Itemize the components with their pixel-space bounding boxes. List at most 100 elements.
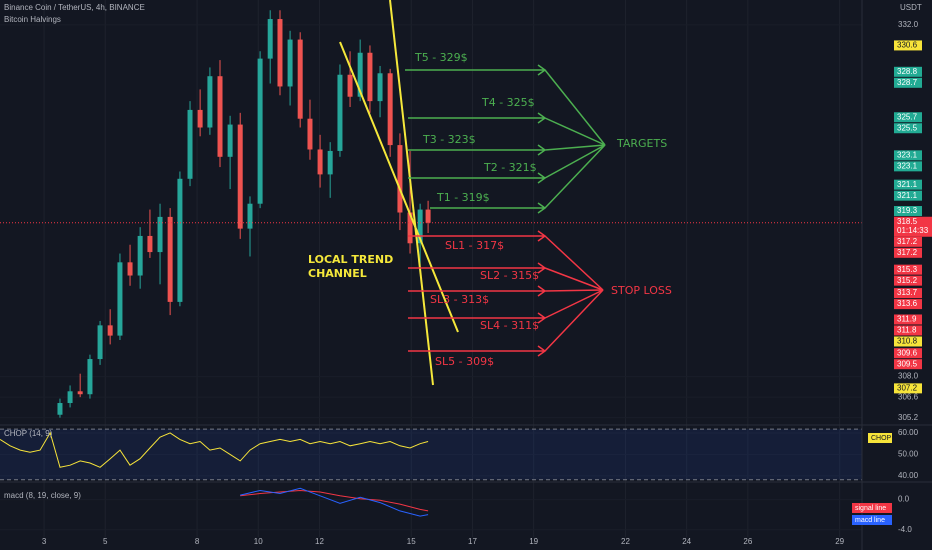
price-badge-label: 311.8 bbox=[897, 326, 917, 335]
price-badge-label: 317.2 bbox=[897, 248, 918, 257]
stop-label: SL3 - 313$ bbox=[430, 293, 489, 306]
candle-body bbox=[247, 203, 253, 229]
candle-body bbox=[267, 19, 273, 59]
candle-body bbox=[57, 403, 63, 415]
candle-body bbox=[197, 109, 203, 128]
last-price-badge bbox=[894, 216, 932, 237]
price-badge bbox=[894, 275, 922, 286]
price-badge bbox=[894, 206, 922, 217]
price-badge bbox=[894, 348, 922, 359]
target-label: T5 - 329$ bbox=[414, 51, 468, 64]
y-tick-label: 305.2 bbox=[898, 413, 919, 422]
price-badge bbox=[894, 40, 922, 51]
arrow bbox=[408, 289, 604, 324]
y-tick-label: 60.00 bbox=[898, 428, 919, 437]
candle-body bbox=[307, 118, 313, 150]
candle-body bbox=[277, 19, 283, 87]
candle-body bbox=[127, 262, 133, 276]
x-tick-label: 12 bbox=[315, 537, 324, 546]
stop-label: SL2 - 315$ bbox=[480, 269, 539, 282]
legend-label: macd line bbox=[855, 517, 885, 524]
candle-body bbox=[257, 58, 263, 204]
price-badge-label: 313.7 bbox=[897, 288, 918, 297]
price-badge-label: 330.6 bbox=[897, 41, 918, 50]
stop-label: SL1 - 317$ bbox=[445, 239, 504, 252]
band-fill bbox=[0, 429, 862, 480]
price-badge bbox=[894, 247, 922, 258]
price-badge-label: 315.3 bbox=[897, 265, 918, 274]
x-tick-label: 17 bbox=[468, 537, 477, 546]
x-tick-label: 24 bbox=[682, 537, 691, 546]
series-line bbox=[0, 431, 429, 468]
price-badge-label: 325.5 bbox=[897, 123, 918, 132]
legend-label: CHOP bbox=[871, 435, 892, 442]
candle-body bbox=[187, 109, 193, 179]
candle-body bbox=[147, 235, 153, 253]
candle-body bbox=[137, 235, 143, 276]
x-tick-label: 10 bbox=[254, 537, 263, 546]
stop-label: SL5 - 309$ bbox=[435, 355, 494, 368]
candle-body bbox=[347, 74, 353, 97]
stop-loss-label: STOP LOSS bbox=[611, 284, 672, 297]
price-badge-label: 319.3 bbox=[897, 206, 918, 215]
countdown-label: 01:14:33 bbox=[897, 226, 929, 235]
y-tick-label: 332.0 bbox=[898, 20, 919, 29]
price-badge-label: 315.2 bbox=[897, 276, 918, 285]
candle-body bbox=[67, 391, 73, 404]
trend-line bbox=[389, 0, 434, 386]
price-badge bbox=[894, 123, 922, 134]
x-tick-label: 26 bbox=[743, 537, 752, 546]
candle-body bbox=[377, 73, 383, 102]
grid-layer bbox=[0, 0, 862, 537]
price-badge bbox=[894, 325, 922, 336]
target-label: T2 - 321$ bbox=[483, 161, 537, 174]
candle-body bbox=[77, 391, 83, 395]
price-badge bbox=[894, 190, 922, 201]
series-line bbox=[240, 487, 429, 517]
stop-label: SL4 - 311$ bbox=[480, 319, 539, 332]
price-badge bbox=[894, 77, 922, 88]
candle-body bbox=[207, 76, 213, 128]
legend-badge bbox=[868, 433, 892, 443]
price-badge-label: 311.9 bbox=[897, 315, 917, 324]
x-tick-label: 3 bbox=[42, 537, 47, 546]
x-tick-label: 22 bbox=[621, 537, 630, 546]
trend-line bbox=[339, 41, 459, 333]
candle-body bbox=[387, 73, 393, 146]
candle-body bbox=[357, 52, 363, 97]
price-badge-label: 317.2 bbox=[897, 237, 918, 246]
candle-body bbox=[367, 52, 373, 102]
target-label: T3 - 323$ bbox=[422, 133, 476, 146]
price-badge-label: 309.6 bbox=[897, 348, 918, 357]
arrow bbox=[408, 289, 604, 357]
x-tick-label: 8 bbox=[195, 537, 200, 546]
x-tick-label: 5 bbox=[103, 537, 108, 546]
arrow bbox=[405, 64, 606, 146]
candle-body bbox=[425, 209, 431, 223]
candle-body bbox=[227, 124, 233, 157]
x-tick-label: 19 bbox=[529, 537, 538, 546]
price-badge bbox=[894, 150, 922, 161]
y-tick-label: 308.0 bbox=[898, 372, 919, 381]
price-badge-label: 328.7 bbox=[897, 78, 918, 87]
arrow bbox=[408, 144, 606, 184]
legend-badge bbox=[852, 515, 892, 525]
targets-label: TARGETS bbox=[616, 137, 667, 150]
target-label: T1 - 319$ bbox=[436, 191, 490, 204]
stop-arrows bbox=[408, 230, 604, 357]
price-badge-label: 321.1 bbox=[897, 180, 918, 189]
last-price-label: 318.5 bbox=[897, 217, 918, 226]
candle-body bbox=[97, 325, 103, 360]
chart-title: Binance Coin / TetherUS, 4h, BINANCE bbox=[4, 3, 145, 12]
price-badge bbox=[894, 66, 922, 77]
y-tick-label: 306.6 bbox=[898, 392, 919, 401]
channel-label: LOCAL TREND bbox=[308, 253, 393, 266]
candle-body bbox=[397, 145, 403, 213]
arrow bbox=[408, 230, 604, 291]
candle-body bbox=[117, 262, 123, 336]
candle-body bbox=[297, 39, 303, 119]
y-tick-label: -4.0 bbox=[898, 525, 912, 534]
price-badge-label: 313.6 bbox=[897, 299, 918, 308]
price-badge-label: 323.1 bbox=[897, 150, 918, 159]
